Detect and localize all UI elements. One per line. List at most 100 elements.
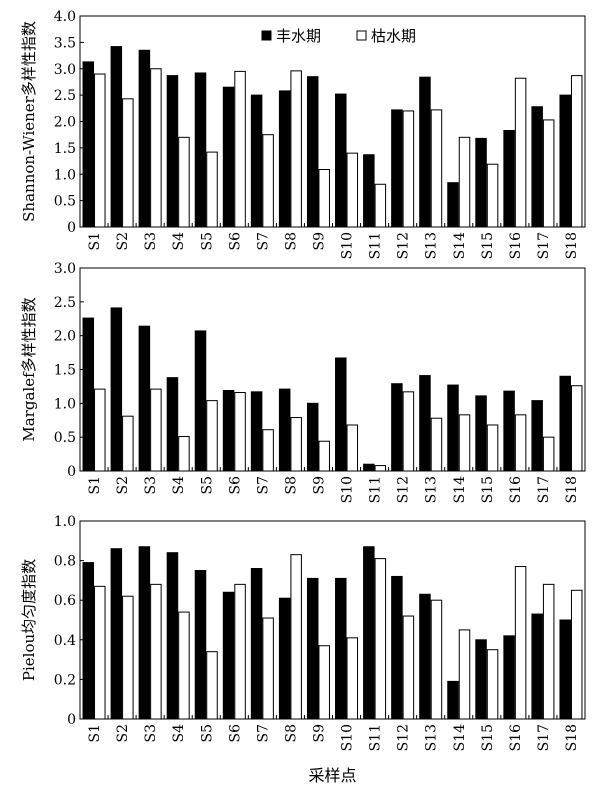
bar-wet-season-S15	[475, 395, 487, 472]
bar-wet-season-S18	[559, 375, 571, 472]
bar-wet-season-S5	[194, 570, 207, 720]
y-tick-label: 1.0	[54, 167, 76, 183]
x-tick-label: S15	[480, 476, 496, 503]
bar-wet-season-S10	[335, 357, 347, 472]
bar-wet-season-S16	[503, 129, 515, 228]
x-tick-label: S5	[199, 476, 215, 495]
y-tick-label: 0	[67, 712, 76, 728]
bar-wet-season-S13	[419, 76, 431, 228]
bar-dry-season-S2	[122, 98, 134, 228]
bar-dry-season-S6	[234, 70, 246, 228]
x-tick-label: S6	[227, 476, 243, 495]
x-tick-label: S8	[283, 476, 299, 495]
bar-dry-season-S14	[458, 629, 471, 720]
x-tick-label: S18	[564, 476, 580, 503]
x-tick-label: S18	[564, 232, 580, 259]
y-axis-label: Pielou均匀度指数	[20, 559, 38, 681]
x-tick-label: S17	[536, 232, 552, 259]
bar-dry-season-S7	[262, 617, 274, 720]
x-tick-label: S1	[87, 232, 103, 251]
x-tick-label: S10	[340, 232, 356, 259]
y-tick-label: 0.5	[54, 430, 76, 446]
legend-swatch-wet-season	[261, 30, 272, 41]
x-tick-label: S11	[368, 232, 384, 259]
x-tick-label: S6	[227, 724, 243, 743]
bar-dry-season-S4	[178, 435, 190, 472]
bar-dry-season-S15	[486, 163, 499, 228]
y-tick-label: 0.5	[54, 194, 76, 210]
y-axis-label: Margalef多样性指数	[20, 297, 38, 441]
bar-wet-season-S9	[306, 402, 319, 472]
bar-dry-season-S15	[486, 649, 499, 720]
bar-dry-season-S14	[458, 136, 471, 228]
y-tick-label: 1.5	[54, 141, 76, 157]
bar-wet-season-S15	[475, 639, 487, 720]
bar-wet-season-S12	[391, 109, 403, 228]
bar-dry-season-S17	[542, 119, 555, 228]
bar-dry-season-S4	[178, 611, 190, 720]
bar-wet-season-S11	[363, 154, 375, 228]
bar-dry-season-S16	[514, 414, 527, 472]
bar-dry-season-S12	[402, 615, 415, 720]
x-tick-label: S16	[508, 476, 524, 503]
bar-dry-season-S17	[542, 583, 555, 720]
x-tick-label: S7	[255, 476, 271, 495]
x-tick-label: S12	[396, 232, 412, 259]
x-tick-label: S2	[115, 476, 131, 495]
bar-dry-season-S9	[318, 169, 330, 228]
bar-dry-season-S13	[430, 599, 443, 720]
x-tick-label: S6	[227, 232, 243, 251]
bar-wet-season-S7	[250, 568, 263, 720]
y-tick-label: 0.6	[54, 593, 76, 609]
x-tick-label: S17	[536, 476, 552, 503]
x-tick-label: S10	[340, 724, 356, 751]
y-tick-label: 1.0	[54, 396, 76, 412]
chart-panel-3: 0 0.2 0.4 0.6 0.8 1.0 Pielou均匀度指数 S1 S2 S3 S4 S5 S6 S…	[20, 514, 586, 785]
x-tick-label: S18	[564, 724, 580, 751]
bar-dry-season-S17	[542, 436, 555, 472]
bar-wet-season-S13	[419, 593, 431, 720]
x-tick-label: S7	[255, 232, 271, 251]
x-tick-label: S13	[424, 724, 440, 751]
y-tick-label: 2.0	[54, 329, 76, 345]
bar-wet-season-S9	[306, 76, 319, 228]
bar-dry-season-S3	[150, 68, 162, 228]
x-tick-label: S3	[143, 476, 159, 495]
bar-wet-season-S8	[278, 90, 291, 228]
bar-dry-season-S1	[94, 73, 106, 228]
legend-label-dry-season: 枯水期	[371, 27, 416, 45]
x-tick-label: S11	[368, 476, 384, 503]
x-tick-label: S9	[311, 724, 327, 743]
chart-panel-1: 0 0.5 1.0 1.5 2.0 2.5 3.0 3.5 4.0 Shannon-Wiener多…	[20, 9, 586, 259]
bar-dry-season-S3	[150, 388, 162, 472]
bar-wet-season-S18	[559, 619, 571, 720]
legend-label-wet-season: 丰水期	[276, 27, 321, 45]
x-tick-label: S16	[508, 232, 524, 259]
bar-wet-season-S3	[138, 546, 151, 720]
bar-dry-season-S11	[374, 183, 387, 228]
bar-dry-season-S4	[178, 136, 190, 228]
bar-dry-season-S12	[402, 110, 415, 228]
y-tick-label: 3.0	[54, 62, 76, 78]
bar-dry-season-S5	[206, 151, 218, 228]
x-tick-label: S9	[311, 232, 327, 251]
y-axis-label: Shannon-Wiener多样性指数	[20, 21, 38, 222]
x-tick-label: S1	[87, 476, 103, 495]
x-tick-label: S1	[87, 724, 103, 743]
bar-dry-season-S5	[206, 400, 218, 472]
bar-wet-season-S14	[447, 680, 459, 720]
bar-dry-season-S3	[150, 583, 162, 720]
bar-wet-season-S2	[110, 307, 123, 472]
y-tick-label: 4.0	[54, 9, 76, 25]
bar-wet-season-S4	[166, 377, 179, 472]
x-tick-label: S14	[452, 724, 468, 751]
bar-dry-season-S6	[234, 392, 246, 472]
bar-wet-season-S1	[82, 317, 95, 472]
bar-wet-season-S10	[335, 577, 347, 720]
bar-wet-season-S12	[391, 383, 403, 472]
bar-dry-season-S14	[458, 414, 471, 472]
x-tick-label: S4	[171, 476, 187, 495]
bar-wet-season-S1	[82, 562, 95, 720]
bar-wet-season-S12	[391, 575, 403, 720]
